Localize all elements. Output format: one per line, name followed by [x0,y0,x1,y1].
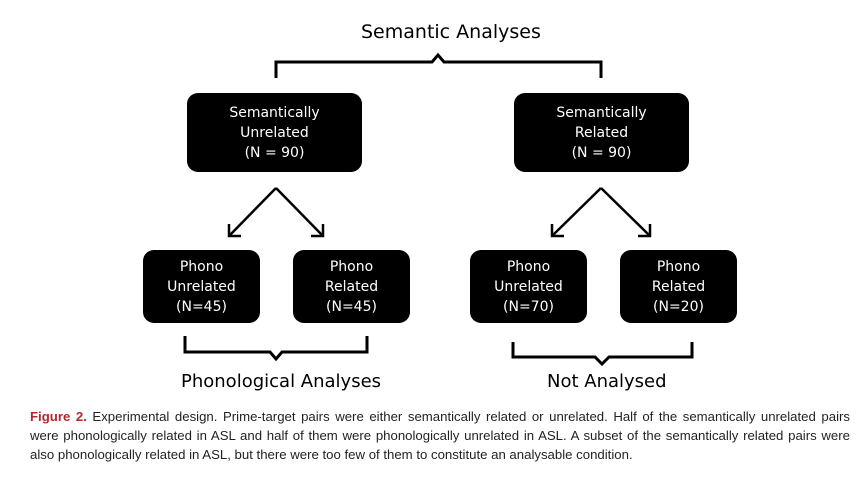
box-line: (N=70) [503,298,554,315]
box-line: Related [324,278,379,295]
figure-caption: Figure 2. Experimental design. Prime-tar… [30,407,850,464]
box-line: Phono [506,258,551,275]
box-line: (N=20) [653,298,704,315]
caption-text: Experimental design. Prime-target pairs … [30,409,850,462]
box-line: (N = 90) [244,144,305,161]
box-line: (N=45) [326,298,377,315]
phono-unrelated-box-left: Phono Unrelated (N=45) [143,250,260,323]
box-line: Unrelated [494,278,563,295]
bottom-brace-right [511,342,694,367]
not-analysed-label: Not Analysed [547,371,667,392]
figure-label: Figure 2. [30,409,87,424]
semantically-related-box: Semantically Related (N = 90) [514,93,689,172]
box-line: Related [651,278,706,295]
box-line: Semantically [229,104,320,121]
arrow-right-to-phono-unrelated [551,187,602,237]
phono-related-box-left: Phono Related (N=45) [293,250,410,323]
arrow-left-to-phono-unrelated [228,187,277,237]
bottom-brace-left [183,336,369,362]
phono-unrelated-box-right: Phono Unrelated (N=70) [470,250,587,323]
box-line: Semantically [556,104,647,121]
box-line: Related [574,124,629,141]
semantically-unrelated-box: Semantically Unrelated (N = 90) [187,93,362,172]
box-line: Phono [179,258,224,275]
phono-related-box-right: Phono Related (N=20) [620,250,737,323]
box-line: Phono [656,258,701,275]
box-line: Phono [329,258,374,275]
semantic-analyses-label: Semantic Analyses [361,21,541,43]
box-line: Unrelated [240,124,309,141]
arrow-left-to-phono-related [275,187,324,237]
arrow-right-to-phono-related [600,187,651,237]
top-brace [274,52,603,78]
box-line: Unrelated [167,278,236,295]
box-line: (N=45) [176,298,227,315]
box-line: (N = 90) [571,144,632,161]
phonological-analyses-label: Phonological Analyses [181,371,382,392]
